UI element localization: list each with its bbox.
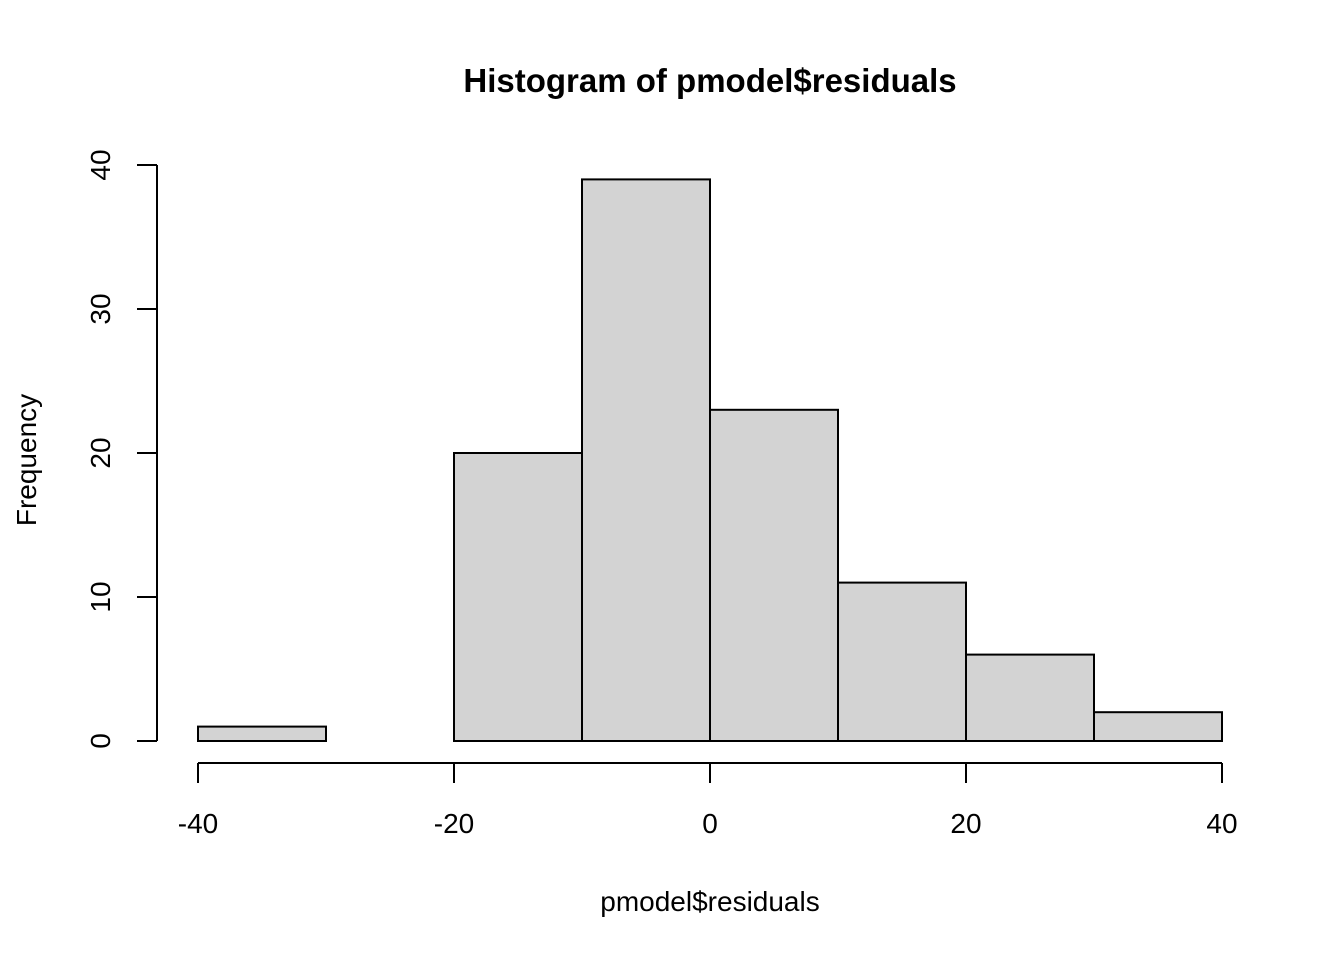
x-tick-label: 20 [950,808,981,839]
histogram-bar-7 [1093,711,1223,743]
histogram-bar-6 [965,653,1095,742]
chart-title: Histogram of pmodel$residuals [463,62,956,99]
histogram-bar-5 [837,581,967,742]
y-tick-label: 20 [85,437,116,468]
x-axis-label: pmodel$residuals [600,886,819,917]
y-tick-label: 10 [85,581,116,612]
y-tick-label: 0 [85,733,116,749]
x-tick-label: 0 [702,808,718,839]
y-axis-label: Frequency [11,394,42,526]
histogram-bar-3 [581,178,711,742]
y-tick-label: 30 [85,293,116,324]
x-axis: -40 -20 0 20 40 [178,762,1238,839]
histogram-bar-4 [709,408,839,742]
histogram-bars [197,178,1223,743]
histogram-bar-0 [197,725,327,742]
x-tick-label: -20 [434,808,474,839]
x-tick-label: 40 [1206,808,1237,839]
histogram-bar-2 [453,452,583,742]
y-axis: 0 10 20 30 40 [85,149,158,749]
x-tick-label: -40 [178,808,218,839]
y-tick-label: 40 [85,149,116,180]
